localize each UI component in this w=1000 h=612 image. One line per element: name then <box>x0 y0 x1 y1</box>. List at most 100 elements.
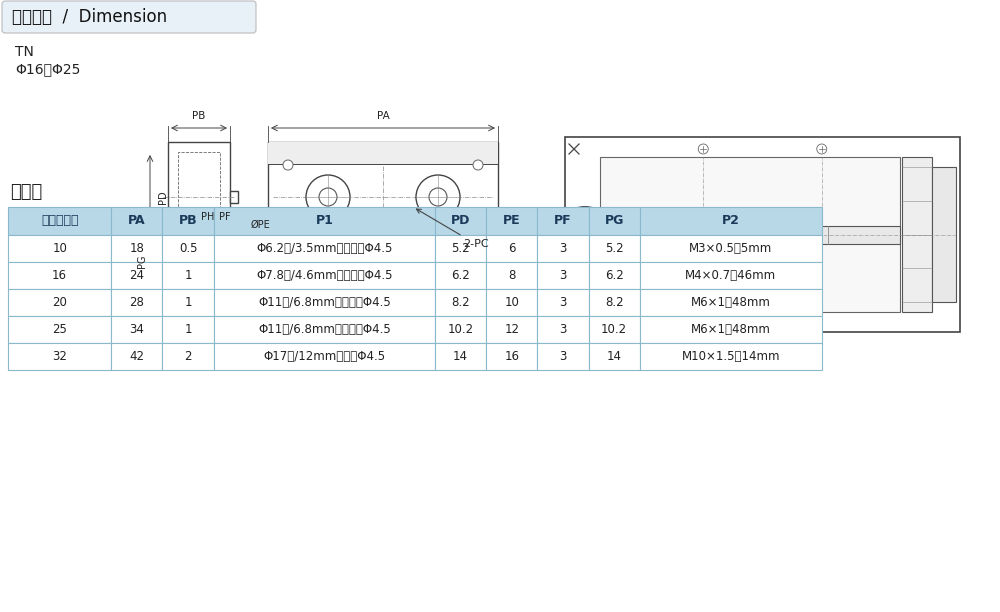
Text: 缸径／符号: 缸径／符号 <box>41 214 78 228</box>
Bar <box>537 262 589 289</box>
Bar <box>486 289 537 316</box>
Text: PD: PD <box>451 214 470 228</box>
Text: PB: PB <box>179 214 197 228</box>
Bar <box>589 262 640 289</box>
Bar <box>435 207 486 235</box>
Text: ØPE: ØPE <box>250 220 270 230</box>
Text: M4×0.7深46mm: M4×0.7深46mm <box>685 269 776 282</box>
Text: 12: 12 <box>504 323 519 336</box>
Text: Φ17深/12mm通孔：Φ4.5: Φ17深/12mm通孔：Φ4.5 <box>263 350 385 363</box>
Text: 42: 42 <box>129 350 144 363</box>
Bar <box>111 289 162 316</box>
Text: 3: 3 <box>559 323 567 336</box>
Text: PG: PG <box>137 255 147 268</box>
Bar <box>268 142 498 164</box>
Text: PA: PA <box>128 214 146 228</box>
Bar <box>8 235 111 262</box>
Circle shape <box>416 175 460 219</box>
Text: 3: 3 <box>559 269 567 282</box>
Bar <box>640 207 822 235</box>
Text: M3×0.5深5mm: M3×0.5深5mm <box>689 242 772 255</box>
Text: 0.5: 0.5 <box>179 242 197 255</box>
Bar <box>8 343 111 370</box>
Text: Φ16－Φ25: Φ16－Φ25 <box>15 62 80 76</box>
Bar <box>435 235 486 262</box>
Text: Φ6.2深/3.5mm，通孔：Φ4.5: Φ6.2深/3.5mm，通孔：Φ4.5 <box>256 242 393 255</box>
Bar <box>111 316 162 343</box>
Bar <box>268 230 498 252</box>
FancyBboxPatch shape <box>2 1 256 33</box>
Text: 1: 1 <box>184 323 192 336</box>
Bar <box>230 191 238 203</box>
Text: 32: 32 <box>52 350 67 363</box>
Text: 25: 25 <box>52 323 67 336</box>
Circle shape <box>283 160 293 170</box>
Bar <box>902 157 932 312</box>
Circle shape <box>817 144 827 154</box>
Text: PG: PG <box>604 214 624 228</box>
Text: 6.2: 6.2 <box>451 269 470 282</box>
Bar <box>8 262 111 289</box>
Bar <box>589 207 640 235</box>
Bar <box>178 152 220 242</box>
Bar <box>589 289 640 316</box>
Bar <box>111 262 162 289</box>
Bar <box>214 207 435 235</box>
Text: PD: PD <box>158 190 168 204</box>
Text: PF: PF <box>554 214 572 228</box>
Bar <box>537 343 589 370</box>
Text: Φ7.8深/4.6mm，通孔：Φ4.5: Φ7.8深/4.6mm，通孔：Φ4.5 <box>256 269 393 282</box>
Bar <box>168 142 230 252</box>
Text: 3: 3 <box>559 350 567 363</box>
Text: 16: 16 <box>504 350 519 363</box>
Bar <box>600 157 900 312</box>
Text: M6×1深48mm: M6×1深48mm <box>691 296 771 309</box>
Text: 10.2: 10.2 <box>601 323 627 336</box>
Bar <box>640 316 822 343</box>
Bar <box>640 235 822 262</box>
Text: 20: 20 <box>52 296 67 309</box>
Bar <box>589 343 640 370</box>
Text: 24: 24 <box>129 269 144 282</box>
Bar <box>214 262 435 289</box>
Text: 8: 8 <box>508 269 515 282</box>
Bar <box>435 343 486 370</box>
Text: 2: 2 <box>184 350 192 363</box>
Bar <box>640 343 822 370</box>
Bar <box>8 316 111 343</box>
Bar <box>537 207 589 235</box>
Text: 14: 14 <box>453 350 468 363</box>
Text: M6×1深48mm: M6×1深48mm <box>691 323 771 336</box>
Text: PH: PH <box>201 212 215 222</box>
Circle shape <box>473 224 483 234</box>
Bar <box>162 235 214 262</box>
Bar <box>111 343 162 370</box>
Bar <box>214 289 435 316</box>
Text: 1: 1 <box>184 296 192 309</box>
Bar <box>214 316 435 343</box>
Polygon shape <box>320 239 340 284</box>
Text: 6: 6 <box>508 242 516 255</box>
Text: Φ11深/6.8mm，通孔：Φ4.5: Φ11深/6.8mm，通孔：Φ4.5 <box>258 323 391 336</box>
Bar <box>162 316 214 343</box>
Bar <box>111 235 162 262</box>
Text: P2: P2 <box>722 214 740 228</box>
Text: M10×1.5深14mm: M10×1.5深14mm <box>681 350 780 363</box>
Circle shape <box>698 144 708 154</box>
Text: 10: 10 <box>52 242 67 255</box>
Bar <box>589 235 640 262</box>
Text: 3: 3 <box>559 242 567 255</box>
Text: 6.2: 6.2 <box>605 269 624 282</box>
Circle shape <box>473 160 483 170</box>
Circle shape <box>283 224 293 234</box>
Text: 18: 18 <box>129 242 144 255</box>
Text: Φ11深/6.8mm，通孔：Φ4.5: Φ11深/6.8mm，通孔：Φ4.5 <box>258 296 391 309</box>
Bar <box>610 225 900 244</box>
Bar <box>565 137 960 332</box>
Text: 28: 28 <box>129 296 144 309</box>
Text: 3: 3 <box>559 296 567 309</box>
Bar <box>640 289 822 316</box>
Text: P1: P1 <box>315 214 333 228</box>
Bar <box>214 235 435 262</box>
Text: 2-PC: 2-PC <box>416 209 489 249</box>
